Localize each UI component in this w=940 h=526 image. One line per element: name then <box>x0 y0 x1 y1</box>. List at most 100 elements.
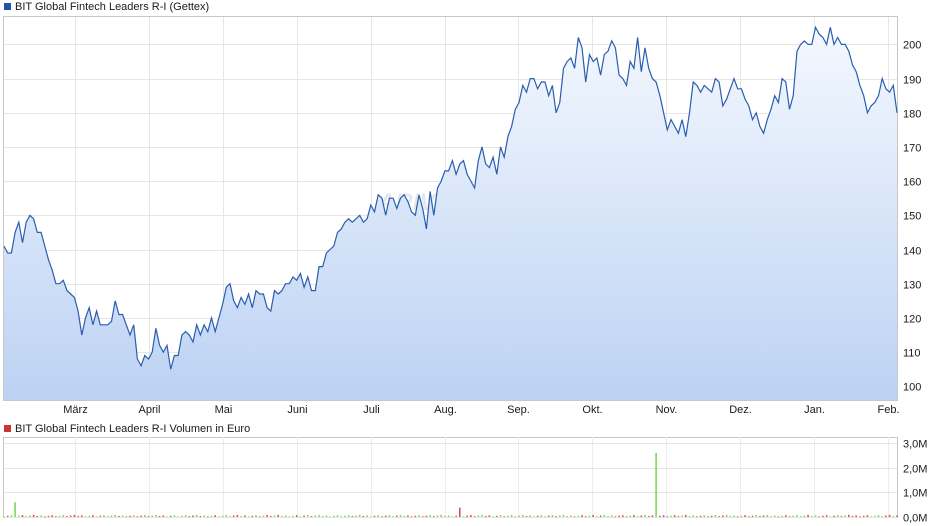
volume-bar <box>221 515 224 517</box>
volume-bar <box>529 515 531 517</box>
volume-grid <box>4 437 897 518</box>
volume-plot-frame <box>3 437 898 518</box>
volume-bar <box>729 516 732 517</box>
volume-bar <box>192 515 194 517</box>
volume-bar <box>155 514 157 517</box>
volume-bar <box>270 516 272 517</box>
volume-bar <box>633 515 635 517</box>
volume-y-tick-label: 1,0M <box>903 488 927 500</box>
volume-bar <box>896 515 898 517</box>
volume-bar <box>351 516 354 517</box>
volume-bar <box>655 452 657 517</box>
price-y-tick-label: 130 <box>903 280 921 292</box>
volume-bar <box>459 507 461 517</box>
volume-bar <box>536 515 539 517</box>
volume-bar <box>733 515 735 517</box>
volume-bar <box>840 516 843 517</box>
price-y-tick-label: 190 <box>903 75 921 87</box>
volume-bar <box>129 515 131 517</box>
volume-bar <box>162 515 165 517</box>
volume-bar <box>436 515 439 517</box>
volume-bar <box>207 516 209 518</box>
volume-bar <box>722 515 724 517</box>
volume-bar <box>785 515 787 517</box>
volume-bar <box>677 516 680 517</box>
volume-bar <box>81 515 83 517</box>
volume-bar <box>281 516 283 517</box>
volume-bar <box>588 515 591 517</box>
volume-bar <box>440 514 442 517</box>
volume-bar <box>310 516 313 517</box>
volume-bar <box>759 516 761 517</box>
volume-y-axis: 0,0M 1,0M 2,0M 3,0M <box>903 439 927 525</box>
volume-bar <box>499 515 502 517</box>
volume-bar <box>881 516 883 517</box>
price-y-tick-label: 150 <box>903 211 921 223</box>
volume-bar <box>514 516 517 517</box>
volume-bar <box>6 515 9 517</box>
volume-bar <box>240 516 242 517</box>
volume-bar <box>69 515 72 517</box>
volume-bar <box>518 515 520 517</box>
price-x-tick-label: Feb. <box>877 404 899 416</box>
volume-bar <box>410 516 413 518</box>
volume-bar <box>748 516 750 518</box>
volume-bar <box>321 516 324 517</box>
volume-bar <box>803 515 806 517</box>
volume-bar <box>58 515 61 517</box>
volume-bar <box>403 516 405 517</box>
volume-bar <box>399 514 402 517</box>
price-y-axis: 100 110 120 130 140 150 160 170 180 190 200 <box>903 40 921 394</box>
price-x-tick-label: Mai <box>215 404 233 416</box>
volume-bar <box>425 515 428 517</box>
volume-bar <box>703 515 706 517</box>
price-x-tick-label: Juni <box>287 404 307 416</box>
volume-bar <box>707 516 709 518</box>
volume-bar <box>181 515 183 517</box>
volume-bar <box>447 515 450 517</box>
volume-bar <box>418 515 420 517</box>
price-y-tick-label: 180 <box>903 109 921 121</box>
volume-bar <box>325 515 328 517</box>
volume-bar <box>18 515 20 517</box>
volume-bar <box>36 516 39 517</box>
volume-bar <box>685 514 687 517</box>
volume-bar <box>314 515 317 517</box>
volume-bar <box>107 516 109 517</box>
volume-bar <box>284 515 287 517</box>
volume-bar <box>573 516 576 518</box>
volume-bar <box>14 502 16 517</box>
volume-bar <box>396 515 398 517</box>
volume-bar <box>277 514 279 517</box>
volume-bar <box>848 514 850 517</box>
price-y-tick-label: 160 <box>903 177 921 189</box>
volume-bar <box>551 515 554 517</box>
volume-bar <box>421 516 424 518</box>
volume-bar <box>629 515 631 517</box>
volume-legend-swatch <box>4 425 11 432</box>
volume-bar <box>788 516 791 518</box>
volume-bar <box>822 515 824 517</box>
volume-bar <box>225 515 228 517</box>
price-line-series <box>3 25 898 370</box>
volume-bar <box>336 515 339 517</box>
volume-bar <box>562 514 565 517</box>
volume-bar <box>407 515 409 517</box>
volume-bar <box>77 516 79 517</box>
volume-bar <box>288 516 291 518</box>
volume-bar <box>510 515 513 517</box>
volume-bar <box>366 515 368 517</box>
volume-bar <box>892 516 895 517</box>
volume-bar <box>169 515 172 517</box>
volume-bar <box>210 515 213 517</box>
volume-bar <box>232 515 235 517</box>
volume-bar <box>184 515 187 517</box>
volume-bar <box>781 515 783 517</box>
volume-bar <box>381 516 383 518</box>
volume-bar <box>525 516 528 517</box>
price-y-tick-label: 140 <box>903 246 921 258</box>
volume-bar <box>88 515 90 517</box>
volume-bar <box>662 515 665 517</box>
volume-bar <box>51 515 53 517</box>
volume-bar <box>718 516 720 517</box>
